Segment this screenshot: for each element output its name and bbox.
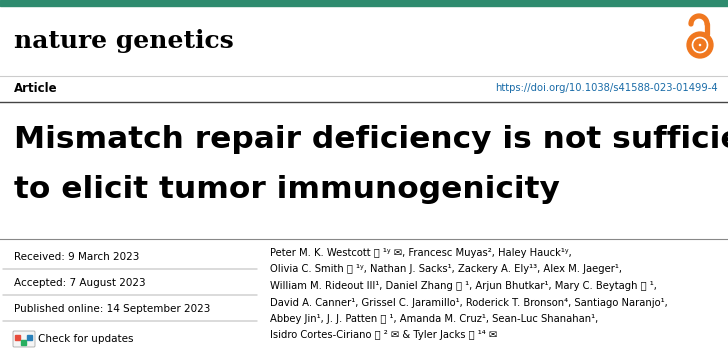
Bar [15,335,20,340]
Bar [21,340,26,345]
Bar [0,0,728,6]
Text: https://doi.org/10.1038/s41588-023-01499-4: https://doi.org/10.1038/s41588-023-01499… [495,83,718,93]
Text: Isidro Cortes-Ciriano ⓘ ² ✉ & Tyler Jacks ⓘ ¹⁴ ✉: Isidro Cortes-Ciriano ⓘ ² ✉ & Tyler Jack… [270,331,497,341]
Text: Received: 9 March 2023: Received: 9 March 2023 [14,252,139,262]
Text: Article: Article [14,81,58,95]
Text: Olivia C. Smith ⓘ ¹ʸ, Nathan J. Sacks¹, Zackery A. Ely¹³, Alex M. Jaeger¹,: Olivia C. Smith ⓘ ¹ʸ, Nathan J. Sacks¹, … [270,265,622,275]
Text: nature genetics: nature genetics [14,29,234,53]
Text: William M. Rideout III¹, Daniel Zhang ⓘ ¹, Arjun Bhutkar¹, Mary C. Beytagh ⓘ ¹,: William M. Rideout III¹, Daniel Zhang ⓘ … [270,281,657,291]
Text: David A. Canner¹, Grissel C. Jaramillo¹, Roderick T. Bronson⁴, Santiago Naranjo¹: David A. Canner¹, Grissel C. Jaramillo¹,… [270,297,668,307]
FancyBboxPatch shape [13,331,35,347]
Text: Published online: 14 September 2023: Published online: 14 September 2023 [14,304,210,314]
Bar [27,335,32,340]
Text: Mismatch repair deficiency is not sufficient: Mismatch repair deficiency is not suffic… [14,126,728,155]
Text: Check for updates: Check for updates [38,334,133,344]
Text: to elicit tumor immunogenicity: to elicit tumor immunogenicity [14,176,560,205]
Text: Accepted: 7 August 2023: Accepted: 7 August 2023 [14,278,146,288]
Text: Peter M. K. Westcott ⓘ ¹ʸ ✉, Francesc Muyas², Haley Hauck¹ʸ,: Peter M. K. Westcott ⓘ ¹ʸ ✉, Francesc Mu… [270,248,571,258]
Text: Abbey Jin¹, J. J. Patten ⓘ ¹, Amanda M. Cruz¹, Sean-Luc Shanahan¹,: Abbey Jin¹, J. J. Patten ⓘ ¹, Amanda M. … [270,314,598,324]
